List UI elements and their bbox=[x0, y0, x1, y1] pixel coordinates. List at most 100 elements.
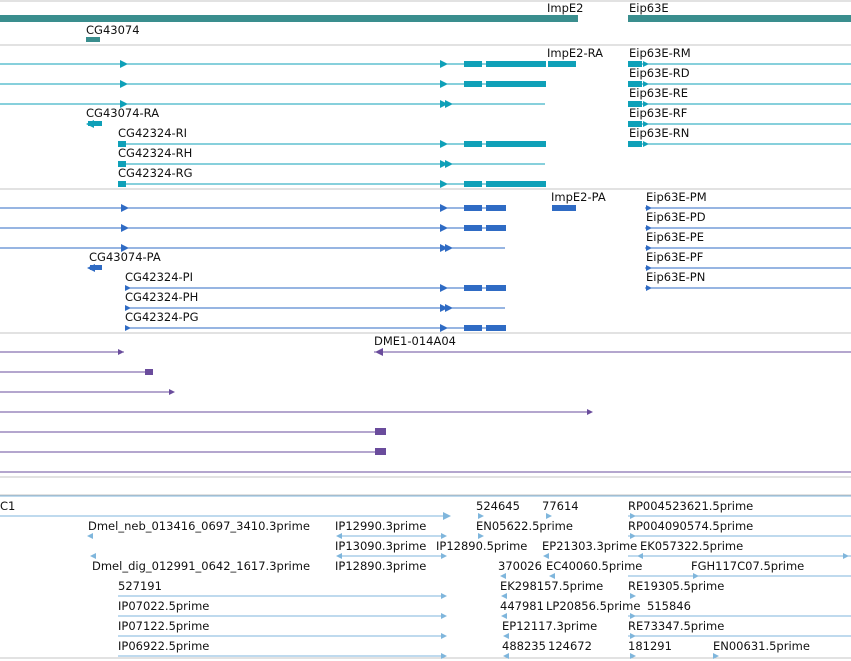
feature-label[interactable]: 370026 bbox=[498, 559, 542, 573]
feature-label[interactable]: 524645 bbox=[476, 499, 520, 513]
feature-label[interactable]: EK057322.5prime bbox=[640, 539, 743, 553]
feature-label[interactable]: Eip63E-PF bbox=[646, 250, 703, 264]
feature-label[interactable]: FGH117C07.5prime bbox=[691, 559, 804, 573]
exon-block[interactable] bbox=[628, 61, 642, 67]
feature-label[interactable]: RP004090574.5prime bbox=[628, 519, 753, 533]
feature-label[interactable]: DME1-014A04 bbox=[374, 334, 456, 348]
clone-end[interactable] bbox=[375, 428, 386, 435]
feature-label[interactable]: LP20856.5prime bbox=[546, 599, 640, 613]
feature-label[interactable]: Dmel_dig_012991_0642_1617.3prime bbox=[92, 559, 310, 573]
strand-arrow-right-icon bbox=[125, 285, 131, 291]
exon-block[interactable] bbox=[118, 181, 126, 187]
exon-block[interactable] bbox=[486, 181, 546, 187]
feature-label[interactable]: IP12890.3prime bbox=[335, 559, 426, 573]
gene-bar[interactable] bbox=[546, 15, 578, 22]
feature-label[interactable]: Eip63E-PD bbox=[646, 210, 706, 224]
feature-label[interactable]: 488235 bbox=[502, 639, 546, 653]
feature-label[interactable]: Dmel_neb_013416_0697_3410.3prime bbox=[88, 519, 310, 533]
exon-block[interactable] bbox=[486, 61, 546, 67]
exon-block[interactable] bbox=[464, 181, 482, 187]
feature-label[interactable]: CG42324-PG bbox=[125, 310, 199, 324]
strand-arrow-right-icon bbox=[120, 80, 128, 88]
feature-label[interactable]: Eip63E-PN bbox=[646, 270, 705, 284]
exon-block[interactable] bbox=[628, 141, 642, 147]
strand-arrow-left-icon bbox=[503, 633, 509, 639]
feature-label[interactable]: C1 bbox=[0, 499, 15, 513]
exon-block[interactable] bbox=[628, 81, 642, 87]
exon-block[interactable] bbox=[486, 205, 506, 211]
exon-block[interactable] bbox=[548, 61, 576, 67]
feature-label[interactable]: IP13090.3prime bbox=[335, 539, 426, 553]
feature-label[interactable]: CG42324-RG bbox=[118, 166, 193, 180]
exon-block[interactable] bbox=[118, 161, 126, 167]
feature-label[interactable]: Eip63E-RN bbox=[629, 126, 689, 140]
strand-arrow-right-icon bbox=[445, 160, 453, 168]
exon-block[interactable] bbox=[486, 325, 506, 331]
feature-label[interactable]: 515846 bbox=[647, 599, 691, 613]
gene-bar[interactable] bbox=[86, 37, 100, 42]
feature-label[interactable]: Eip63E-PM bbox=[646, 190, 707, 204]
exon-block[interactable] bbox=[552, 205, 576, 211]
feature-label[interactable]: Eip63E-RM bbox=[629, 46, 691, 60]
feature-label[interactable]: IP07122.5prime bbox=[118, 619, 209, 633]
feature-label[interactable]: ImpE2 bbox=[547, 1, 583, 15]
exon-block[interactable] bbox=[464, 225, 482, 231]
feature-label[interactable]: RE19305.5prime bbox=[628, 579, 724, 593]
strand-arrow-right-icon bbox=[630, 613, 636, 619]
exon-block[interactable] bbox=[628, 121, 642, 127]
gene-bar[interactable] bbox=[628, 15, 851, 22]
feature-label[interactable]: CG43074-PA bbox=[89, 250, 161, 264]
feature-label[interactable]: EP12117.3prime bbox=[502, 619, 597, 633]
feature-label[interactable]: EN00631.5prime bbox=[713, 639, 810, 653]
exon-block[interactable] bbox=[118, 141, 126, 147]
exon-block[interactable] bbox=[486, 285, 506, 291]
feature-label[interactable]: IP12890.5prime bbox=[436, 539, 527, 553]
exon-block[interactable] bbox=[486, 225, 506, 231]
feature-label[interactable]: Eip63E bbox=[629, 1, 669, 15]
exon-block[interactable] bbox=[628, 101, 642, 107]
exon-block[interactable] bbox=[464, 81, 482, 87]
exon-block[interactable] bbox=[464, 205, 482, 211]
clone-end[interactable] bbox=[145, 369, 153, 375]
feature-label[interactable]: CG42324-RH bbox=[118, 146, 192, 160]
exon-block[interactable] bbox=[88, 121, 102, 126]
strand-arrow-right-icon bbox=[646, 205, 652, 211]
feature-label[interactable]: EK298157.5prime bbox=[500, 579, 603, 593]
feature-label[interactable]: CG42324-RI bbox=[118, 126, 187, 140]
exon-block[interactable] bbox=[464, 325, 482, 331]
feature-label[interactable]: Eip63E-RE bbox=[629, 86, 688, 100]
feature-label[interactable]: EP21303.3prime bbox=[542, 539, 637, 553]
feature-label[interactable]: ImpE2-RA bbox=[547, 46, 603, 60]
strand-arrow-right-icon bbox=[440, 224, 448, 232]
strand-arrow-right-icon bbox=[646, 225, 652, 231]
feature-label[interactable]: 527191 bbox=[118, 579, 162, 593]
gene-bar[interactable] bbox=[0, 15, 546, 22]
exon-block[interactable] bbox=[464, 285, 482, 291]
feature-label[interactable]: CG42324-PI bbox=[125, 270, 193, 284]
exon-block[interactable] bbox=[464, 141, 482, 147]
feature-label[interactable]: CG43074 bbox=[86, 23, 140, 37]
feature-label[interactable]: IP06922.5prime bbox=[118, 639, 209, 653]
feature-label[interactable]: CG43074-RA bbox=[86, 106, 159, 120]
feature-label[interactable]: 181291 bbox=[628, 639, 672, 653]
feature-label[interactable]: IP07022.5prime bbox=[118, 599, 209, 613]
feature-label[interactable]: 77614 bbox=[542, 499, 579, 513]
feature-label[interactable]: EN05622.5prime bbox=[476, 519, 573, 533]
feature-label[interactable]: Eip63E-RF bbox=[629, 106, 687, 120]
exon-block[interactable] bbox=[90, 265, 102, 270]
feature-label[interactable]: ImpE2-PA bbox=[551, 190, 606, 204]
feature-label[interactable]: CG42324-PH bbox=[125, 290, 198, 304]
feature-label[interactable]: Eip63E-RD bbox=[629, 66, 690, 80]
exon-block[interactable] bbox=[486, 81, 546, 87]
feature-label[interactable]: 447981 bbox=[500, 599, 544, 613]
feature-label[interactable]: 124672 bbox=[548, 639, 592, 653]
clone-end[interactable] bbox=[375, 448, 386, 455]
exon-block[interactable] bbox=[486, 141, 546, 147]
feature-label[interactable]: Eip63E-PE bbox=[646, 230, 704, 244]
exon-block[interactable] bbox=[464, 61, 482, 67]
feature-label[interactable]: RP004523621.5prime bbox=[628, 499, 753, 513]
feature-label[interactable]: RE73347.5prime bbox=[628, 619, 724, 633]
strand-arrow-right-icon bbox=[643, 81, 649, 87]
feature-label[interactable]: IP12990.3prime bbox=[335, 519, 426, 533]
feature-label[interactable]: EC40060.5prime bbox=[546, 559, 642, 573]
